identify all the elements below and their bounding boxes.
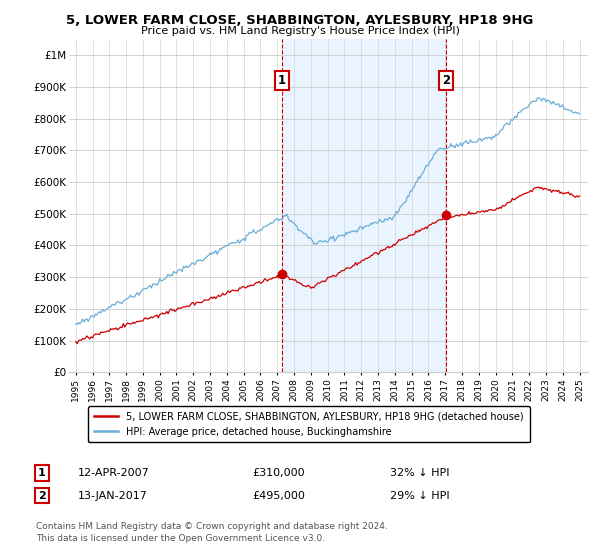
Text: 12-APR-2007: 12-APR-2007 <box>78 468 150 478</box>
Bar <box>282 39 446 372</box>
Text: £310,000: £310,000 <box>252 468 305 478</box>
Text: 1: 1 <box>38 468 46 478</box>
Text: 29% ↓ HPI: 29% ↓ HPI <box>390 491 449 501</box>
Text: Contains HM Land Registry data © Crown copyright and database right 2024.: Contains HM Land Registry data © Crown c… <box>36 522 388 531</box>
Text: This data is licensed under the Open Government Licence v3.0.: This data is licensed under the Open Gov… <box>36 534 325 543</box>
Legend: 5, LOWER FARM CLOSE, SHABBINGTON, AYLESBURY, HP18 9HG (detached house), HPI: Ave: 5, LOWER FARM CLOSE, SHABBINGTON, AYLESB… <box>88 406 530 442</box>
Text: Price paid vs. HM Land Registry's House Price Index (HPI): Price paid vs. HM Land Registry's House … <box>140 26 460 36</box>
Text: 5, LOWER FARM CLOSE, SHABBINGTON, AYLESBURY, HP18 9HG: 5, LOWER FARM CLOSE, SHABBINGTON, AYLESB… <box>67 14 533 27</box>
Text: 2: 2 <box>442 74 450 87</box>
Text: 32% ↓ HPI: 32% ↓ HPI <box>390 468 449 478</box>
Text: 2: 2 <box>38 491 46 501</box>
Text: 13-JAN-2017: 13-JAN-2017 <box>78 491 148 501</box>
Text: 1: 1 <box>278 74 286 87</box>
Text: £495,000: £495,000 <box>252 491 305 501</box>
